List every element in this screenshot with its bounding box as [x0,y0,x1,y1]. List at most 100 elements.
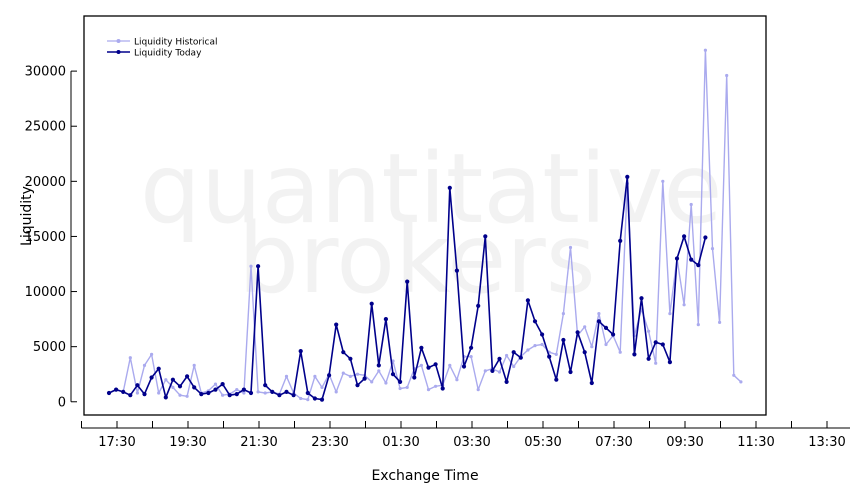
series-today-point [135,383,140,388]
series-historical-point [426,388,431,392]
series-historical-point [604,342,608,347]
series-today-point [390,372,396,377]
x-tick-label: 17:30 [98,435,135,450]
series-historical-point [213,382,218,386]
series-today-point [639,296,644,301]
series-today-point [476,303,481,308]
series-historical-point [171,385,175,389]
series-historical-point [618,350,622,354]
y-axis-title: Liquidity [19,186,35,246]
series-today-point [412,375,417,380]
series-historical-point [306,398,310,402]
series-today-point [177,384,183,389]
series-historical-point [164,378,168,382]
series-historical-point [561,312,566,316]
series-today-point [362,376,367,381]
series-today-point [568,369,573,375]
series-historical-point [135,391,139,395]
series-today-point [490,368,495,373]
series-historical-point [128,356,132,360]
x-tick-label: 09:30 [666,435,703,450]
series-today-point [483,234,488,239]
series-historical-point [732,373,736,377]
series-today-point [341,350,346,355]
series-today-point [674,256,680,261]
series-historical-point [725,73,729,78]
series-today-point [298,349,303,354]
series-today-point [518,355,523,360]
series-today-point [398,379,403,384]
watermark: quantitative brokers [140,133,722,315]
series-today-point [511,350,516,355]
legend: Liquidity Historical Liquidity Today [107,38,218,59]
x-axis-title: Exchange Time [371,468,478,484]
series-historical-point [178,393,182,397]
series-historical-point [654,361,658,365]
series-today-point [199,392,204,397]
series-today-point [106,390,112,396]
series-today-point [497,356,502,361]
y-tick-label: 20000 [25,175,66,190]
series-historical-point [568,245,573,250]
series-historical-point [157,391,161,395]
series-historical-point [348,374,352,378]
series-today-point [149,375,154,380]
series-historical-point [370,380,374,384]
x-tick-label: 21:30 [240,435,277,450]
series-today-point [327,373,332,378]
series-today-point [270,389,275,394]
series-today-point [461,364,467,369]
series-today-point [128,393,133,398]
series-today-point [319,397,325,402]
series-historical-point [299,396,303,401]
series-today-point [220,382,225,387]
series-historical-point [419,363,423,367]
x-tick-label: 01:30 [382,435,419,450]
y-tick-label: 10000 [25,285,66,300]
series-today-point [234,392,239,397]
series-historical-point [221,393,225,397]
series-historical-point [476,388,480,392]
series-today-point [703,235,708,240]
series-today-point [334,322,339,327]
series-today-point [447,185,452,190]
y-tick-label: 15000 [25,230,66,245]
series-today-point [192,385,197,390]
series-historical-point [192,363,196,367]
series-today-point [291,393,296,398]
series-today-point [185,374,190,379]
series-today-point [227,393,232,398]
legend-today-label: Liquidity Today [134,49,202,59]
series-today-point [312,396,317,401]
series-today-point [376,363,381,368]
series-historical-point [455,378,459,382]
series-today-point [582,350,587,355]
series-historical-point [185,394,189,398]
series-historical-point [313,374,317,378]
series-historical-point [597,312,601,316]
series-today-point [696,263,701,268]
series-today-point [554,377,559,382]
series-historical-point [263,391,267,395]
series-today-point [561,337,566,343]
series-historical-point [249,264,253,268]
legend-today-marker [116,50,121,54]
series-historical-point [583,325,587,329]
series-historical-point [739,380,743,384]
series-today-point [426,365,431,370]
series-historical-point [689,202,693,207]
plot-frame [83,15,767,416]
series-historical-point [533,344,537,348]
series-today-point [540,332,545,337]
series-today-point [248,390,254,396]
series-today-point [667,360,673,365]
series-today-point [440,386,445,391]
x-tick-label: 03:30 [453,435,490,450]
series-today-point [405,279,410,284]
series-historical-point [405,385,409,389]
series-today-point [618,238,623,243]
series-today-point [383,317,388,322]
watermark-line-2: brokers [238,203,596,315]
series-historical-point [590,345,594,349]
